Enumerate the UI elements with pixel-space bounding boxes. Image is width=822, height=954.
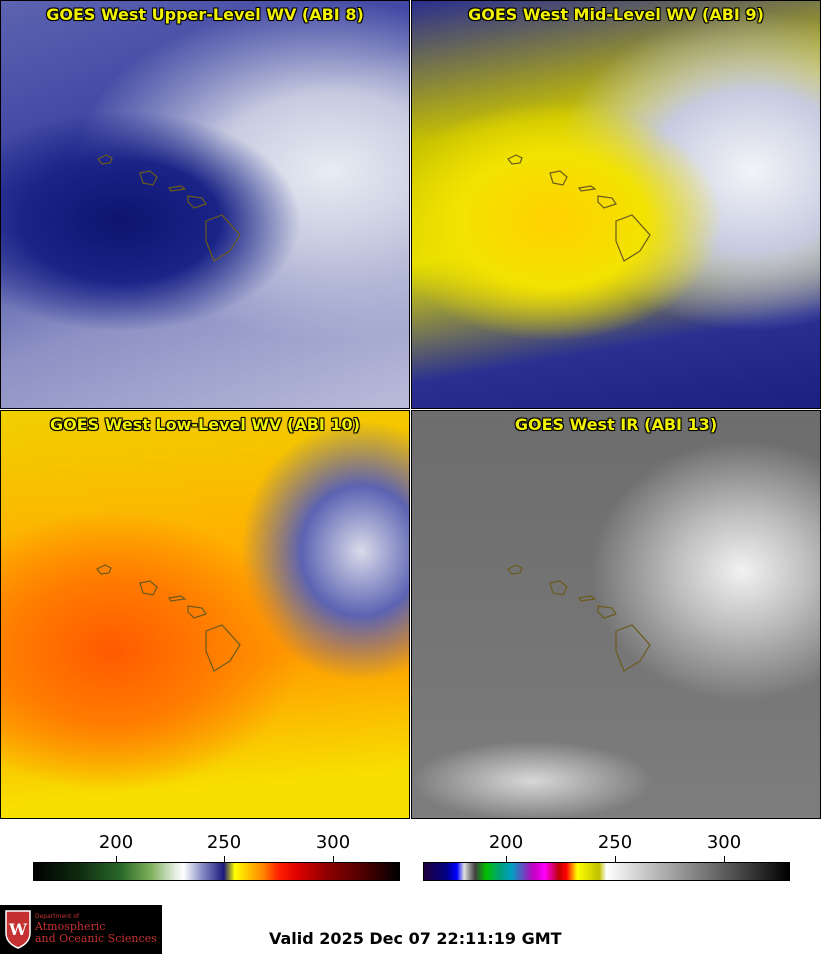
colorbar-tick [615, 856, 616, 862]
hawaii-outline [507, 564, 651, 672]
upper-level-wv-panel: GOES West Upper-Level WV (ABI 8) [0, 0, 410, 409]
logo-department-text: Department of [35, 913, 79, 920]
colorbar-tick [116, 856, 117, 862]
low-level-wv-panel: GOES West Low-Level WV (ABI 10) [0, 410, 410, 819]
hawaii-outline [97, 154, 241, 262]
panel-title: GOES West Mid-Level WV (ABI 9) [468, 5, 764, 24]
mid-level-wv-panel: GOES West Mid-Level WV (ABI 9) [411, 0, 821, 409]
valid-time: Valid 2025 Dec 07 22:11:19 GMT [269, 929, 562, 948]
colorbar-tick-label: 200 [488, 832, 524, 853]
colorbar-tick-label: 300 [706, 832, 742, 853]
hawaii-outline [96, 564, 241, 672]
uw-shield-icon: W [5, 910, 31, 949]
colorbar-tick-label: 200 [98, 832, 134, 853]
panel-title: GOES West IR (ABI 13) [514, 415, 718, 434]
colorbar-tick [506, 856, 507, 862]
colorbar-tick-label: 250 [206, 832, 242, 853]
panel-title: GOES West Upper-Level WV (ABI 8) [46, 5, 364, 24]
logo-oceanic-text: and Oceanic Sciences [35, 932, 157, 945]
colorbar-tick [724, 856, 725, 862]
hawaii-outline [507, 154, 651, 262]
svg-text:W: W [8, 920, 28, 939]
colorbar-tick [333, 856, 334, 862]
ir-panel: GOES West IR (ABI 13) [411, 410, 821, 819]
colorbar-tick-label: 250 [597, 832, 633, 853]
wv-colorbar [33, 862, 400, 881]
panel-title: GOES West Low-Level WV (ABI 10) [49, 415, 360, 434]
colorbar-tick [224, 856, 225, 862]
colorbar-tick-label: 300 [315, 832, 351, 853]
aos-logo: W Department of Atmospheric and Oceanic … [0, 905, 162, 954]
ir-colorbar [423, 862, 790, 881]
logo-atmospheric-text: Atmospheric [35, 920, 106, 933]
